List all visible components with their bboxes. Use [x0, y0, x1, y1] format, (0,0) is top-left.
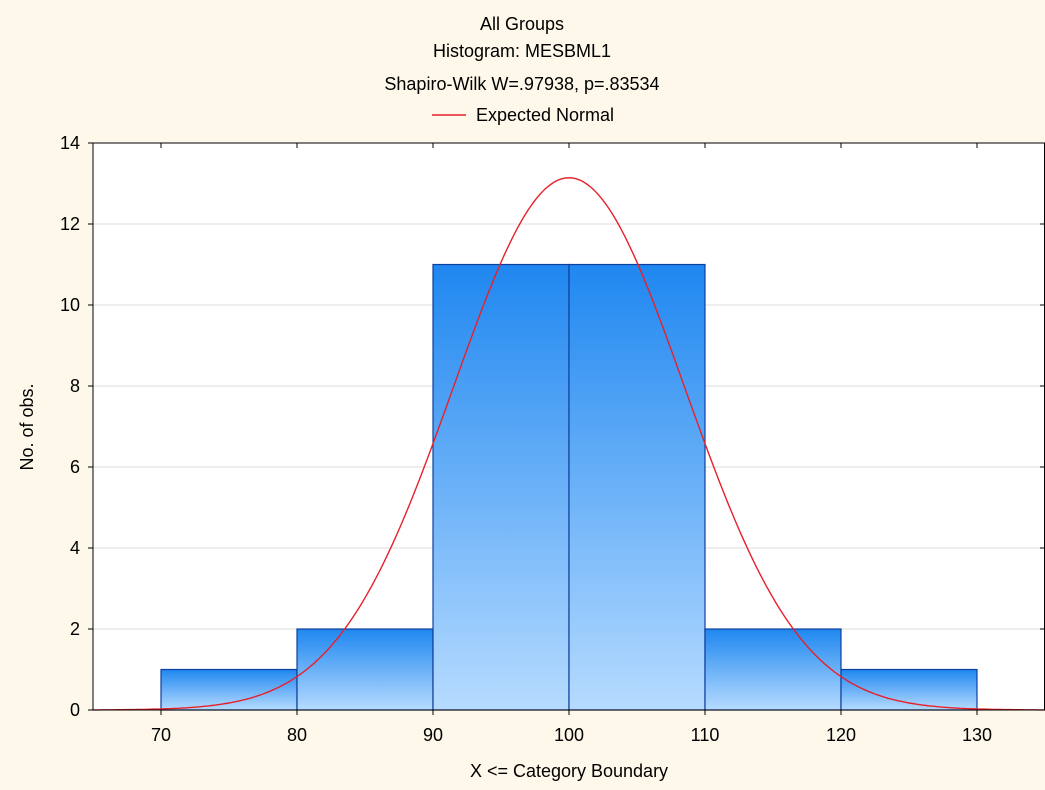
histogram-bar-90-100 [432, 263, 570, 711]
y-tick-label-2: 2 [70, 619, 80, 639]
x-tick-label-110: 110 [691, 725, 720, 745]
x-tick-label-120: 120 [826, 725, 856, 745]
x-axis-label: X <= Category Boundary [470, 761, 668, 781]
histogram-bar-100-110 [568, 263, 706, 711]
chart-title-line-2: Histogram: MESBML1 [433, 41, 611, 61]
legend-label: Expected Normal [476, 105, 614, 125]
x-tick-label-80: 80 [287, 725, 307, 745]
y-tick-label-0: 0 [70, 700, 80, 720]
y-tick-label-8: 8 [70, 376, 80, 396]
expected-normal-curve [93, 177, 1045, 711]
tick-labels: 0 2 4 6 8 10 12 14 70 80 90 100 110 120 130 [60, 133, 1045, 745]
expected-normal-line [93, 177, 1045, 711]
histogram-bar-110-120 [704, 628, 842, 711]
x-tick-label-90: 90 [423, 725, 443, 745]
chart-title-line-1: All Groups [480, 14, 564, 34]
histogram-bar-80-90 [296, 628, 434, 711]
y-tick-label-4: 4 [70, 538, 80, 558]
y-tick-label-14: 14 [60, 133, 80, 153]
chart-title-line-3: Shapiro-Wilk W=.97938, p=.83534 [384, 74, 659, 94]
y-tick-label-12: 12 [60, 214, 80, 234]
histogram-bar-120-130 [840, 668, 978, 711]
x-tick-label-100: 100 [554, 725, 584, 745]
histogram-bar-70-80 [160, 668, 298, 711]
histogram-bars [160, 263, 978, 711]
x-tick-label-70: 70 [151, 725, 171, 745]
y-axis-label: No. of obs. [17, 383, 37, 470]
x-tick-label-130: 130 [962, 725, 992, 745]
y-tick-label-10: 10 [60, 295, 80, 315]
y-tick-label-6: 6 [70, 457, 80, 477]
